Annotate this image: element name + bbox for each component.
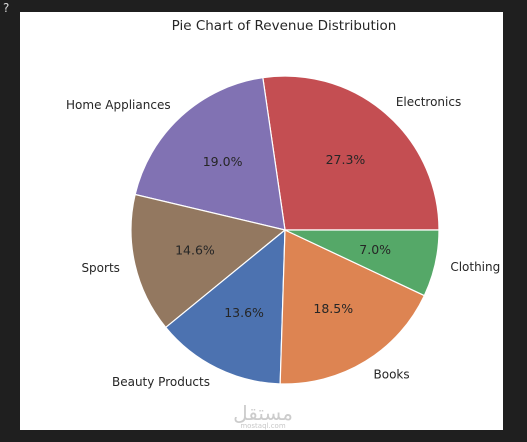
pct-label-books: 18.5%: [313, 301, 353, 316]
watermark-logo: مستقل mostaql.com: [233, 401, 293, 430]
pie-slice-clothing: [284, 229, 440, 297]
pie-slice-electronics: [262, 75, 440, 231]
pie-slice-beauty-products: [164, 228, 286, 385]
pie-labels: 27.3% Electronics 19.0% Home Appliances 14.6…: [66, 95, 500, 389]
pie-chart: Pie Chart of Revenue Distribution 27.3% E…: [66, 18, 500, 430]
pct-label-sports: 14.6%: [175, 243, 215, 258]
category-label-sports: Sports: [81, 261, 119, 275]
pie-slice-sports: [130, 193, 287, 329]
pct-label-beauty-products: 13.6%: [224, 305, 264, 320]
pie-slice-books: [279, 229, 426, 385]
pct-label-electronics: 27.3%: [326, 152, 366, 167]
category-label-clothing: Clothing: [450, 260, 500, 274]
watermark-text: مستقل: [233, 401, 293, 425]
category-label-home-appliances: Home Appliances: [66, 98, 171, 112]
pie-slice-home-appliances: [134, 76, 286, 231]
pct-label-clothing: 7.0%: [359, 242, 391, 257]
category-label-beauty-products: Beauty Products: [112, 375, 210, 389]
category-label-electronics: Electronics: [396, 95, 461, 109]
category-label-books: Books: [374, 367, 410, 381]
watermark-url: mostaql.com: [240, 422, 286, 430]
frame-corner-mark: ?: [3, 1, 10, 15]
pct-label-home-appliances: 19.0%: [203, 154, 243, 169]
chart-card: Pie Chart of Revenue Distribution 27.3% E…: [20, 12, 503, 430]
chart-title: Pie Chart of Revenue Distribution: [172, 18, 397, 34]
pie-slices: [130, 75, 440, 385]
